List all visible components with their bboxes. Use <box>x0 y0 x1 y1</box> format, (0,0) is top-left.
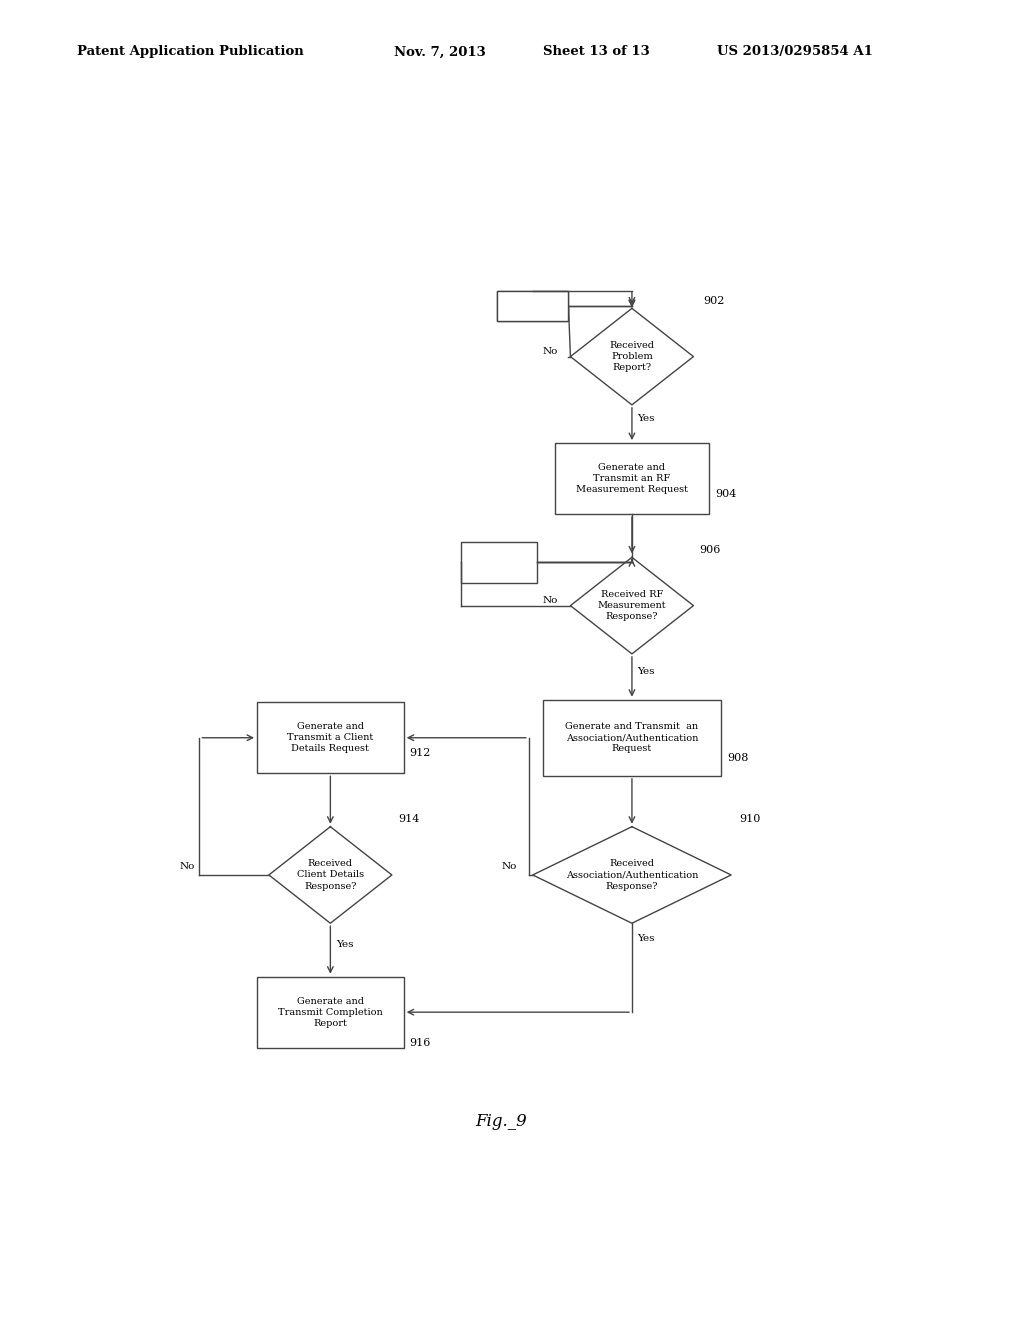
Text: Received
Association/Authentication
Response?: Received Association/Authentication Resp… <box>565 859 698 891</box>
Text: 906: 906 <box>699 545 721 554</box>
Text: Received
Client Details
Response?: Received Client Details Response? <box>297 859 364 891</box>
Bar <box>555 444 710 515</box>
Bar <box>461 543 537 582</box>
Text: No: No <box>543 347 558 356</box>
Text: 904: 904 <box>715 488 736 499</box>
Text: Yes: Yes <box>638 935 655 942</box>
Text: No: No <box>501 862 517 871</box>
Bar <box>257 702 403 774</box>
Text: Received RF
Measurement
Response?: Received RF Measurement Response? <box>598 590 667 622</box>
Bar <box>543 700 721 776</box>
Text: 912: 912 <box>410 748 431 758</box>
Polygon shape <box>570 309 693 405</box>
Text: 910: 910 <box>739 814 761 824</box>
Text: Received
Problem
Report?: Received Problem Report? <box>609 341 654 372</box>
Text: US 2013/0295854 A1: US 2013/0295854 A1 <box>717 45 872 58</box>
Polygon shape <box>570 557 693 653</box>
Text: Patent Application Publication: Patent Application Publication <box>77 45 303 58</box>
Text: Yes: Yes <box>336 940 353 949</box>
Text: Nov. 7, 2013: Nov. 7, 2013 <box>394 45 486 58</box>
Text: Generate and
Transmit a Client
Details Request: Generate and Transmit a Client Details R… <box>288 722 374 754</box>
Text: 902: 902 <box>703 296 725 306</box>
Text: 914: 914 <box>397 814 419 824</box>
Text: Generate and
Transmit Completion
Report: Generate and Transmit Completion Report <box>278 997 383 1028</box>
Polygon shape <box>532 826 731 923</box>
Text: Yes: Yes <box>638 667 655 676</box>
Bar <box>497 290 568 321</box>
Text: 916: 916 <box>410 1038 431 1048</box>
Bar <box>497 290 568 321</box>
Bar <box>257 977 403 1048</box>
Text: Yes: Yes <box>638 414 655 424</box>
Text: Fig._9: Fig._9 <box>475 1113 527 1130</box>
Text: Generate and Transmit  an
Association/Authentication
Request: Generate and Transmit an Association/Aut… <box>565 722 698 754</box>
Text: No: No <box>180 862 196 871</box>
Text: Sheet 13 of 13: Sheet 13 of 13 <box>543 45 649 58</box>
Text: No: No <box>543 597 558 605</box>
Text: 908: 908 <box>727 754 749 763</box>
Text: Generate and
Transmit an RF
Measurement Request: Generate and Transmit an RF Measurement … <box>575 463 688 494</box>
Polygon shape <box>269 826 392 923</box>
